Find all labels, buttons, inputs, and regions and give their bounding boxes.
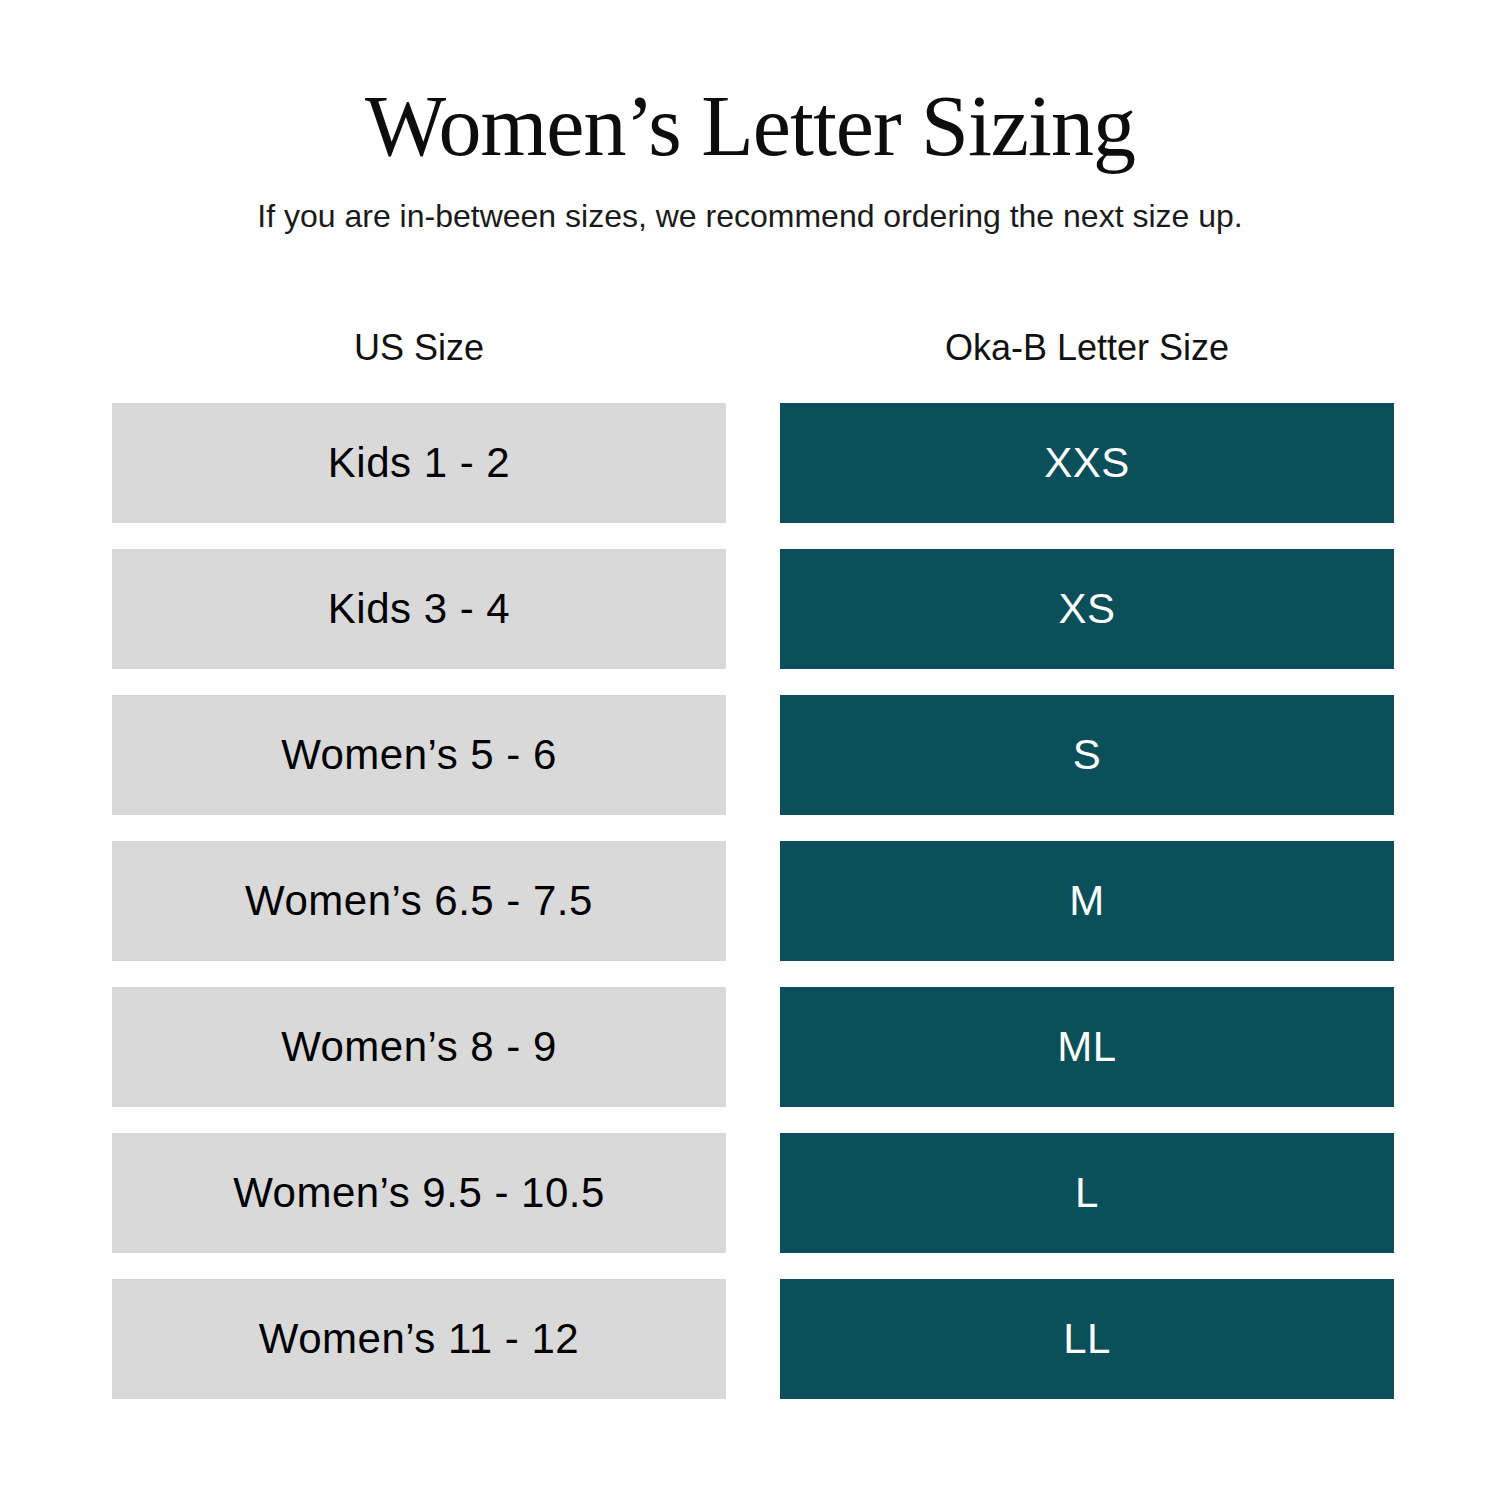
letter-size-cell: M	[780, 841, 1394, 961]
letter-size-cell: ML	[780, 987, 1394, 1107]
sizing-chart-page: Women’s Letter Sizing If you are in-betw…	[0, 0, 1500, 1500]
letter-size-cell: LL	[780, 1279, 1394, 1399]
us-size-cell: Kids 3 - 4	[112, 549, 726, 669]
page-title: Women’s Letter Sizing	[0, 80, 1500, 173]
us-size-cell: Women’s 6.5 - 7.5	[112, 841, 726, 961]
us-size-cell: Women’s 5 - 6	[112, 695, 726, 815]
letter-size-cell: S	[780, 695, 1394, 815]
letter-size-cell: XS	[780, 549, 1394, 669]
letter-size-cell: L	[780, 1133, 1394, 1253]
us-size-cell: Women’s 9.5 - 10.5	[112, 1133, 726, 1253]
column-header-letter-size: Oka-B Letter Size	[780, 327, 1394, 377]
page-subtitle: If you are in-between sizes, we recommen…	[0, 197, 1500, 235]
size-conversion-table: US Size Oka-B Letter Size Kids 1 - 2 XXS…	[112, 327, 1500, 1399]
column-header-us-size: US Size	[112, 327, 726, 377]
us-size-cell: Women’s 11 - 12	[112, 1279, 726, 1399]
us-size-cell: Kids 1 - 2	[112, 403, 726, 523]
us-size-cell: Women’s 8 - 9	[112, 987, 726, 1107]
letter-size-cell: XXS	[780, 403, 1394, 523]
